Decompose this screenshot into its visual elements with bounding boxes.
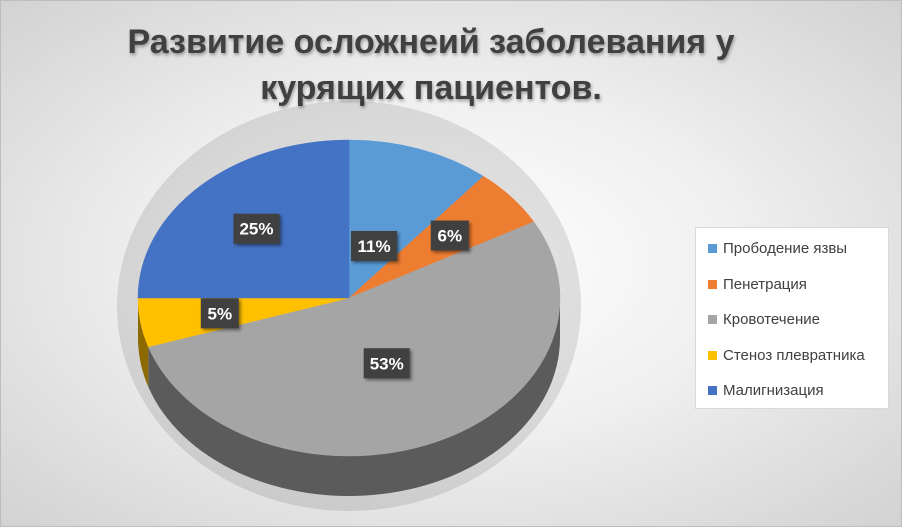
legend-label: Стеноз плевратника bbox=[723, 346, 865, 364]
pie-slices bbox=[137, 139, 561, 457]
chart-title: Развитие осложнеий заболевания у курящих… bbox=[81, 19, 781, 111]
legend-item: Кровотечение bbox=[708, 311, 888, 347]
legend-item: Пенетрация bbox=[708, 276, 888, 312]
pie-labels: 11% 6% 53% 5% 25% bbox=[200, 213, 469, 379]
legend-item: Стеноз плевратника bbox=[708, 347, 888, 383]
data-label-box bbox=[200, 298, 239, 329]
legend-swatch-malignization bbox=[708, 386, 717, 395]
pie-side-стеноз-плевратника bbox=[138, 298, 149, 387]
legend-item: Малигнизация bbox=[708, 382, 888, 418]
data-label-text: 5% bbox=[208, 304, 233, 323]
data-label-box bbox=[430, 220, 469, 251]
legend: Прободение язвы Пенетрация Кровотечение … bbox=[695, 227, 889, 409]
pie-slice-кровотечение bbox=[147, 221, 561, 457]
data-label-text: 53% bbox=[370, 354, 404, 373]
data-label-box bbox=[363, 348, 410, 379]
legend-label: Малигнизация bbox=[723, 382, 824, 399]
chart-title-line-1: Развитие осложнеий заболевания у bbox=[127, 23, 735, 61]
legend-label: Прободение язвы bbox=[723, 240, 848, 257]
data-label-стеноз-плевратника: 5% bbox=[200, 298, 239, 329]
legend-swatch-perforation bbox=[708, 244, 717, 253]
legend-swatch-penetration bbox=[708, 279, 717, 289]
legend-item: Прободение язвы bbox=[708, 240, 888, 276]
legend-label: Кровотечение bbox=[723, 311, 820, 328]
data-label-text: 11% bbox=[357, 237, 390, 256]
legend-swatch-stenosis bbox=[708, 350, 717, 360]
data-label-text: 6% bbox=[438, 227, 463, 246]
data-label-кровотечение: 53% bbox=[363, 348, 410, 379]
pie-sides bbox=[138, 298, 560, 496]
legend-label: Пенетрация bbox=[723, 275, 807, 293]
pie-side-кровотечение bbox=[148, 298, 560, 496]
data-label-пенетрация: 6% bbox=[430, 220, 469, 251]
data-label-box bbox=[351, 230, 398, 261]
data-label-text: 25% bbox=[239, 220, 273, 239]
data-label-малигнизация: 25% bbox=[233, 213, 280, 244]
data-label-box bbox=[233, 213, 280, 244]
chart-title-line-2: курящих пациентов. bbox=[260, 69, 602, 107]
legend-swatch-bleeding bbox=[708, 315, 717, 324]
data-label-прободение-язвы: 11% bbox=[351, 230, 398, 261]
